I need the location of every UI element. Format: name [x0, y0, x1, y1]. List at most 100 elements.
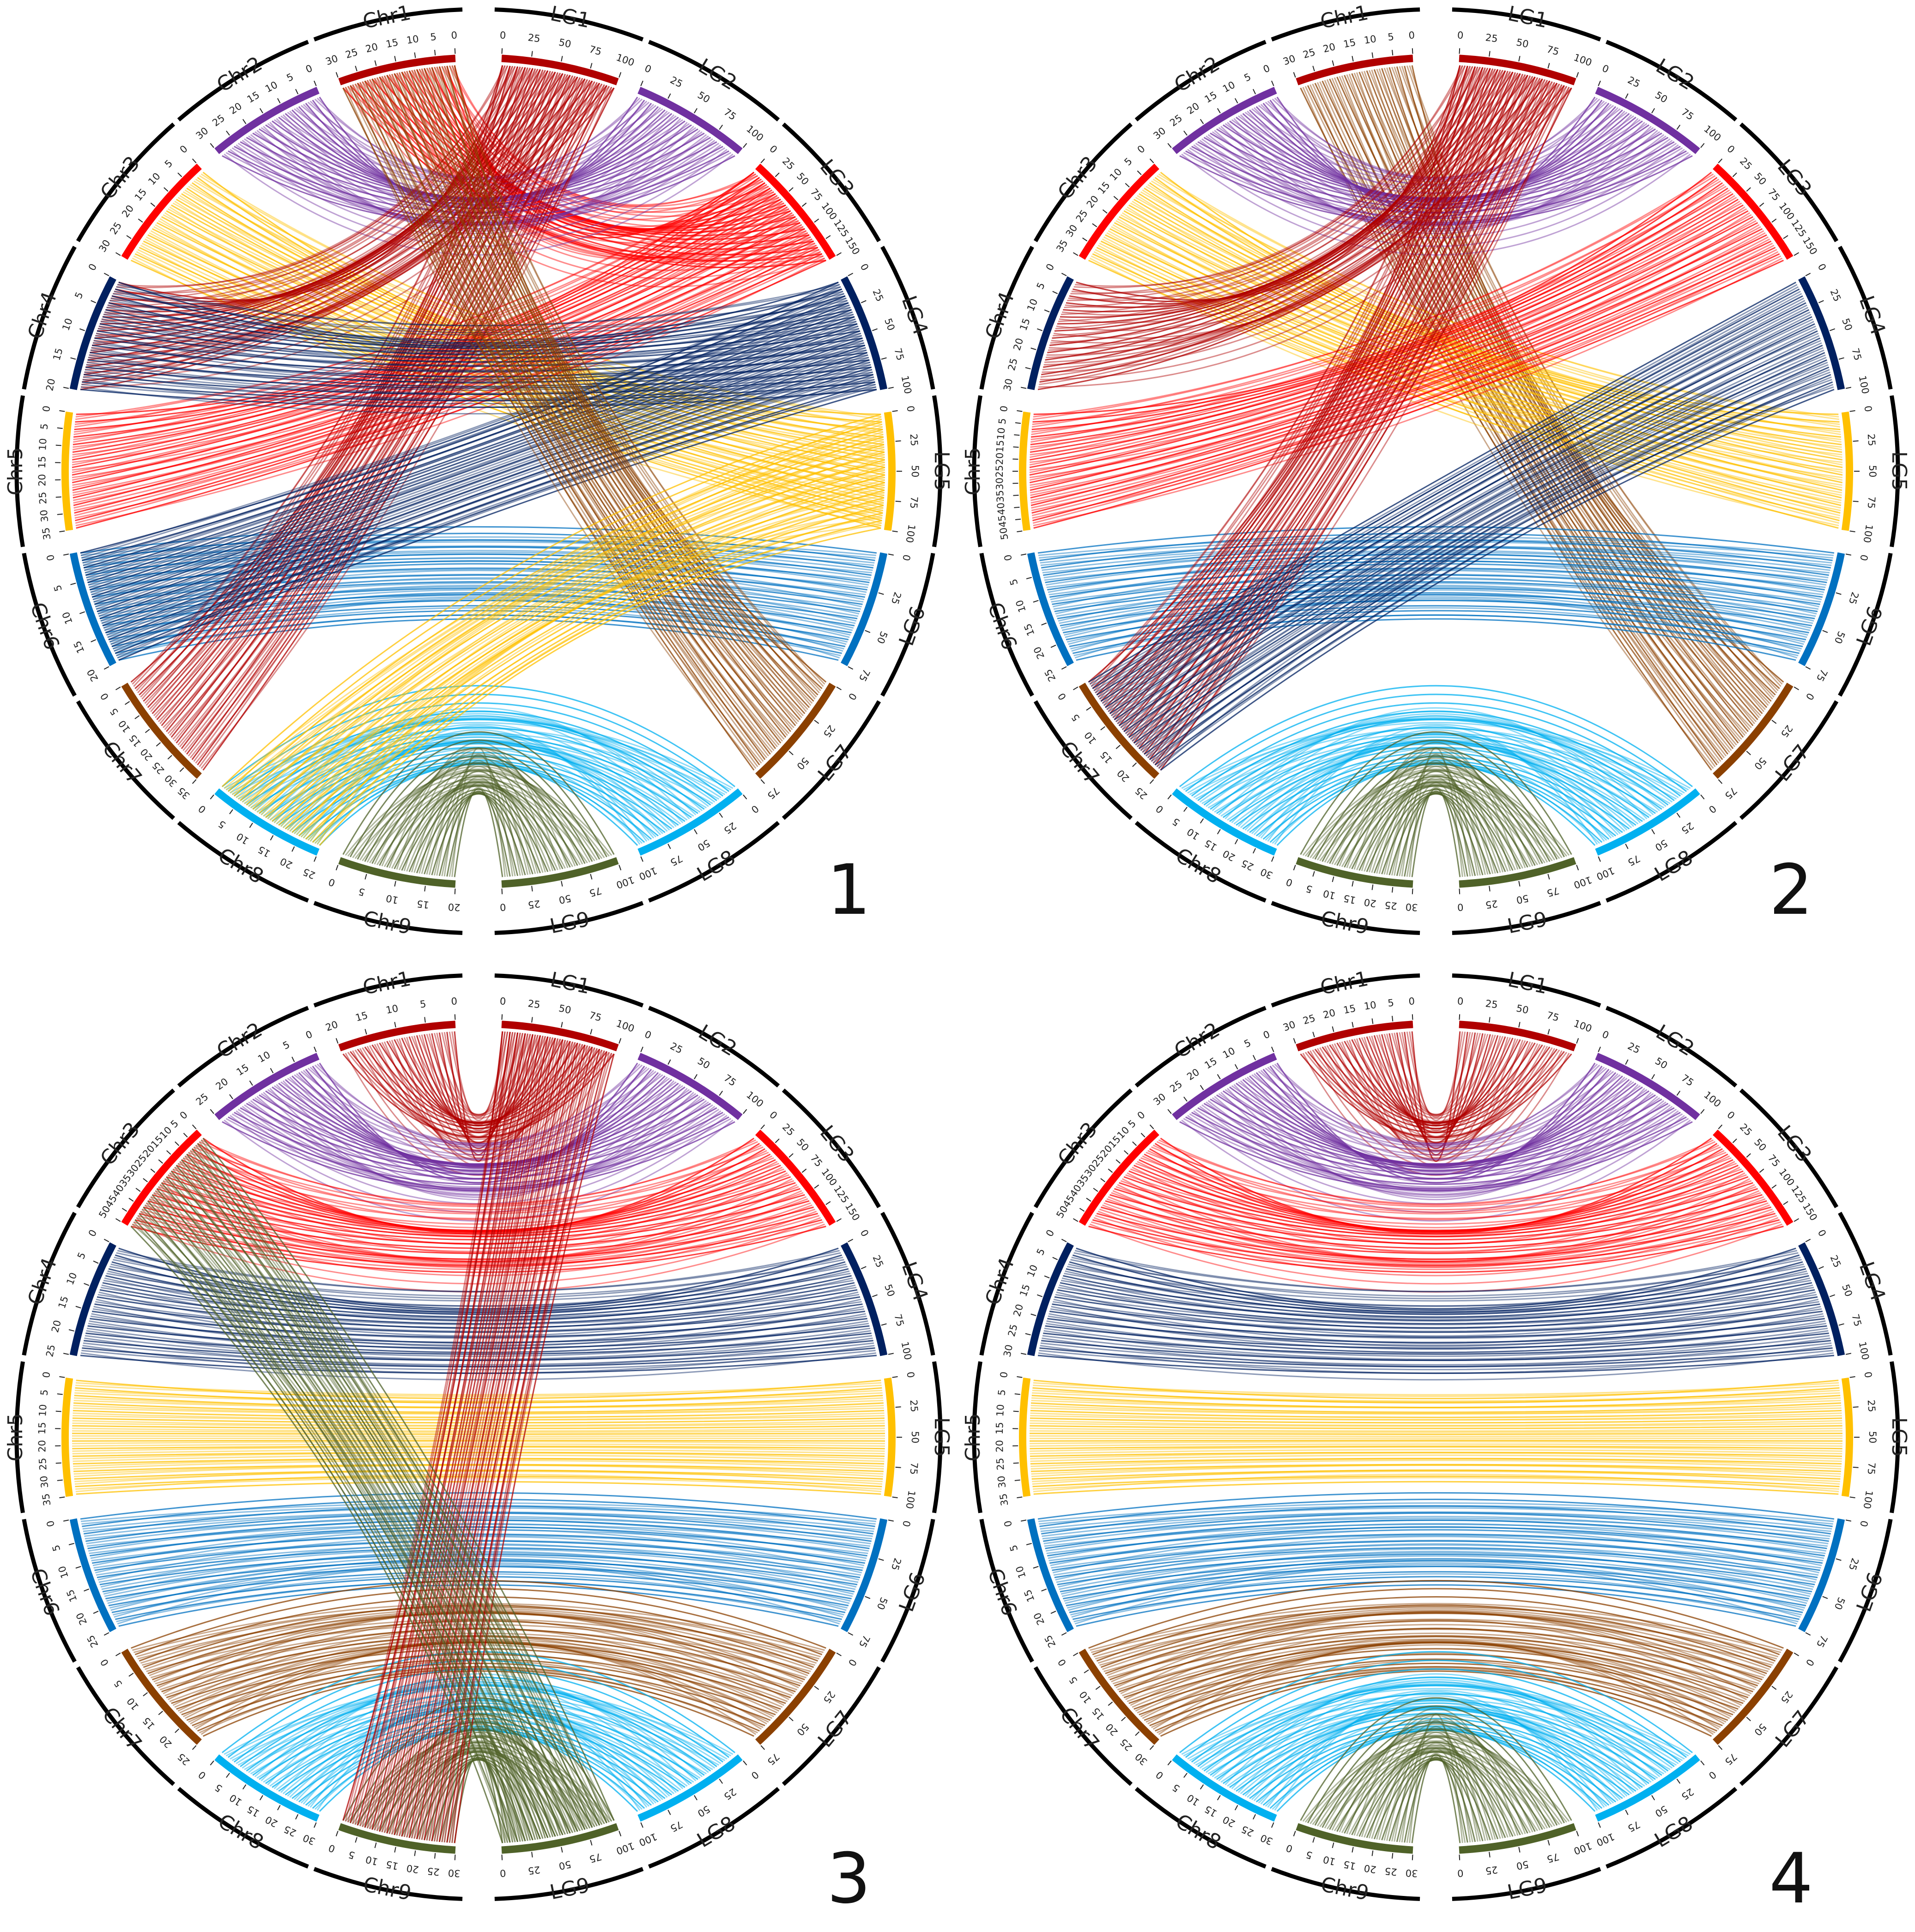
synteny-link [1031, 249, 1777, 516]
synteny-link [1030, 228, 1763, 491]
tick-label: 5 [1067, 1675, 1079, 1686]
tick-label: 25 [527, 898, 541, 911]
synteny-link [1106, 1610, 1766, 1677]
synteny-link [118, 1584, 839, 1627]
synteny-link [99, 323, 858, 358]
outer-ring-arc [1452, 7, 1601, 42]
lg-bar [1841, 411, 1853, 531]
tick-mark [143, 1692, 148, 1696]
tick-label: 100 [819, 1166, 839, 1188]
tick-mark [1371, 884, 1374, 890]
tick-mark [183, 1133, 188, 1138]
synteny-ribbon-chr6-lg6 [1037, 1492, 1835, 1627]
synteny-ribbon-chr1-lg7 [342, 65, 827, 771]
synteny-link [1406, 787, 1466, 877]
outer-ring-arc [1452, 901, 1601, 935]
synteny-link [1144, 80, 1551, 755]
chr-bar [69, 276, 116, 390]
tick-label: 15 [133, 187, 149, 203]
tick-mark [1392, 49, 1394, 55]
synteny-link [197, 85, 608, 766]
synteny-link [1191, 702, 1681, 797]
synteny-link [1197, 1677, 1675, 1768]
synteny-link [81, 85, 610, 385]
synteny-link [102, 316, 855, 355]
tick-mark [1732, 172, 1737, 177]
tick-mark [59, 530, 65, 533]
synteny-link [1040, 1507, 1832, 1530]
chr-bar [69, 1518, 116, 1633]
synteny-link [87, 553, 870, 583]
tick-mark [825, 1201, 831, 1205]
tick-label: 5 [357, 886, 366, 898]
synteny-link [1061, 1280, 1812, 1313]
synteny-link [1396, 66, 1776, 696]
tick-label: 0 [41, 1371, 53, 1379]
synteny-link [1210, 1693, 1662, 1776]
synteny-link [1151, 376, 1832, 762]
synteny-link [1096, 66, 1476, 696]
tick-mark [561, 55, 563, 62]
chr-bar [214, 86, 320, 154]
synteny-link [139, 1213, 818, 1260]
synteny-link [1388, 1033, 1484, 1143]
tick-mark [667, 1810, 671, 1815]
synteny-link [95, 333, 861, 608]
tick-label: 10 [994, 1404, 1006, 1417]
synteny-link [386, 1036, 549, 1834]
tick-label: 100 [899, 375, 914, 395]
tick-label: 20 [36, 474, 48, 486]
synteny-link [1096, 247, 1841, 514]
tick-label: 0 [1457, 1867, 1464, 1879]
synteny-link [1240, 1080, 1632, 1184]
outer-ring-arc [1606, 1787, 1738, 1869]
tick-mark [1167, 1109, 1172, 1114]
synteny-link [80, 1492, 877, 1520]
tick-label: 0 [767, 1109, 779, 1122]
synteny-link [1029, 216, 1754, 476]
tick-label: 0 [86, 1228, 99, 1239]
lg-bar [501, 1021, 619, 1051]
tick-mark [878, 1558, 884, 1561]
tick-label: 20 [278, 856, 294, 871]
synteny-link [96, 578, 861, 610]
chr-label: Chr9 [361, 1872, 413, 1905]
tick-mark [55, 1410, 61, 1412]
chr-bar [1079, 1648, 1159, 1745]
synteny-link [1206, 715, 1667, 807]
synteny-link [411, 756, 546, 873]
tick-label: 30 [996, 1475, 1008, 1488]
chr-label: Chr2 [213, 52, 267, 97]
tick-label: 15 [1203, 837, 1219, 853]
synteny-link [1037, 526, 1835, 554]
tick-mark [1108, 1701, 1113, 1706]
synteny-link [1030, 1415, 1842, 1421]
outer-ring-arc [313, 901, 463, 935]
synteny-link [149, 232, 885, 496]
tick-mark [1125, 183, 1130, 188]
synteny-link [309, 729, 648, 842]
synteny-link [1339, 1719, 1533, 1833]
synteny-link [246, 1103, 711, 1171]
synteny-link [406, 1040, 569, 1838]
chr-label: Chr1 [361, 1, 413, 34]
chr-bar [69, 1242, 116, 1356]
tick-mark [1093, 1188, 1098, 1192]
lg-label: LG8 [1650, 1811, 1697, 1852]
chr-bar [1079, 164, 1159, 260]
synteny-link [441, 66, 764, 207]
synteny-link [1111, 1192, 1761, 1252]
synteny-link [446, 790, 511, 877]
synteny-link [74, 1392, 883, 1403]
tick-mark [1061, 666, 1067, 670]
tick-label: 0 [858, 1228, 871, 1239]
synteny-link [454, 788, 503, 877]
synteny-link [1053, 1544, 1819, 1576]
chr-label: Chr9 [361, 906, 413, 939]
synteny-link [411, 1041, 574, 1839]
synteny-link [1376, 1729, 1496, 1840]
synteny-link [1135, 354, 1826, 746]
tick-label: 0 [1135, 1109, 1147, 1122]
synteny-link [99, 345, 866, 620]
synteny-link [86, 550, 871, 578]
